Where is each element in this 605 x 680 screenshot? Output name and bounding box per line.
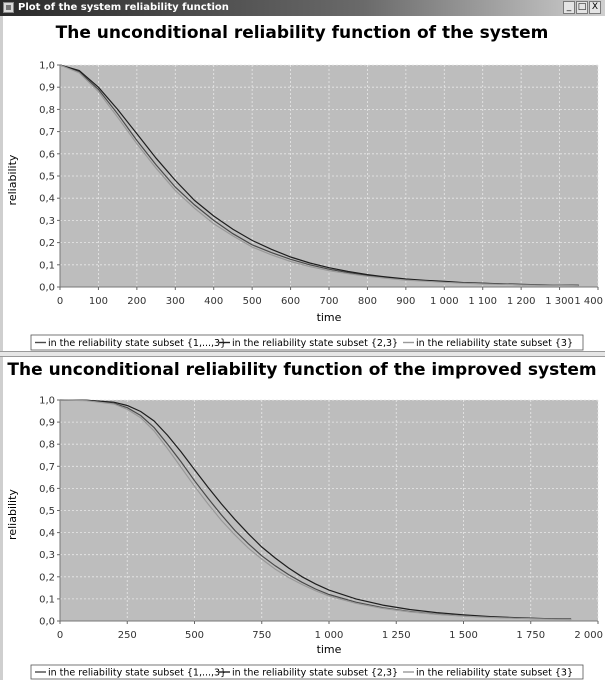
x-tick-label: 400 [204, 296, 223, 307]
x-tick-label: 500 [185, 630, 204, 641]
x-axis-label: time [317, 643, 342, 656]
x-tick-label: 200 [127, 296, 146, 307]
x-axis-label: time [317, 311, 342, 324]
y-tick-label: 0,7 [39, 127, 55, 138]
series-line-3 [59, 399, 572, 621]
minimize-button[interactable]: _ [563, 1, 575, 14]
x-tick-label: 1 500 [449, 630, 478, 641]
y-tick-label: 0,6 [39, 484, 55, 495]
y-tick-label: 0,4 [39, 528, 55, 539]
x-tick-label: 600 [281, 296, 300, 307]
close-button[interactable]: X [589, 1, 601, 14]
x-tick-label: 250 [118, 630, 137, 641]
y-tick-label: 1,0 [39, 396, 55, 407]
x-tick-label: 100 [89, 296, 108, 307]
legend-box [30, 334, 584, 351]
x-tick-label: 2 000 [574, 630, 603, 641]
legend-entry-2: in the reliability state subset {2,3} [232, 668, 398, 679]
legend-box [30, 664, 584, 680]
y-tick-label: 0,8 [39, 440, 55, 451]
window-titlebar: Plot of the system reliability function … [0, 0, 605, 16]
y-tick-label: 0,1 [39, 594, 55, 605]
window-controls: _ □ X [563, 1, 601, 14]
x-tick-label: 0 [57, 296, 63, 307]
chart-improved-system: The unconditional reliability function o… [6, 360, 603, 680]
split-pane-divider[interactable] [0, 351, 605, 357]
x-tick-label: 1 300 [545, 296, 574, 307]
y-tick-label: 0,5 [39, 172, 55, 183]
y-axis-label: reliability [6, 154, 19, 205]
x-tick-label: 1 400 [574, 296, 603, 307]
chart-system: The unconditional reliability function o… [6, 23, 603, 351]
legend-entry-1: in the reliability state subset {1,...,3… [48, 338, 226, 349]
y-tick-label: 0,3 [39, 216, 55, 227]
x-tick-label: 700 [319, 296, 338, 307]
y-tick-label: 0,4 [39, 194, 55, 205]
chart-title: The unconditional reliability function o… [7, 360, 596, 380]
x-tick-label: 300 [166, 296, 185, 307]
y-tick-label: 0,1 [39, 260, 55, 271]
y-tick-label: 0,0 [39, 283, 55, 294]
y-axis-label: reliability [6, 489, 19, 540]
x-tick-label: 1 200 [507, 296, 536, 307]
legend-entry-1: in the reliability state subset {1,...,3… [48, 668, 226, 679]
x-tick-label: 1 100 [468, 296, 497, 307]
x-tick-label: 0 [57, 630, 63, 641]
chart-title: The unconditional reliability function o… [56, 23, 549, 43]
y-tick-label: 0,0 [39, 617, 55, 628]
x-tick-label: 1 250 [382, 630, 411, 641]
y-tick-label: 0,3 [39, 550, 55, 561]
maximize-button[interactable]: □ [576, 1, 588, 14]
y-tick-label: 0,7 [39, 462, 55, 473]
y-tick-label: 0,2 [39, 572, 55, 583]
java-app-icon [3, 2, 14, 13]
legend-entry-3: in the reliability state subset {3} [416, 668, 573, 679]
y-tick-label: 0,9 [39, 83, 55, 94]
legend-entry-2: in the reliability state subset {2,3} [232, 338, 398, 349]
legend-entry-3: in the reliability state subset {3} [416, 338, 573, 349]
y-tick-label: 1,0 [39, 61, 55, 72]
y-tick-label: 0,8 [39, 105, 55, 116]
x-tick-label: 1 000 [315, 630, 344, 641]
x-tick-label: 500 [243, 296, 262, 307]
legend: in the reliability state subset {1,...,3… [30, 334, 584, 351]
x-tick-label: 800 [358, 296, 377, 307]
series-line-3 [59, 64, 579, 287]
x-tick-label: 1 000 [430, 296, 459, 307]
y-tick-label: 0,2 [39, 238, 55, 249]
series-line-2 [59, 399, 572, 620]
legend: in the reliability state subset {1,...,3… [30, 664, 584, 680]
window-left-border [0, 16, 3, 680]
x-tick-label: 750 [252, 630, 271, 641]
x-tick-label: 1 750 [516, 630, 545, 641]
x-tick-label: 900 [396, 296, 415, 307]
y-tick-label: 0,9 [39, 418, 55, 429]
y-tick-label: 0,6 [39, 149, 55, 160]
y-tick-label: 0,5 [39, 506, 55, 517]
window-title: Plot of the system reliability function [18, 2, 229, 13]
